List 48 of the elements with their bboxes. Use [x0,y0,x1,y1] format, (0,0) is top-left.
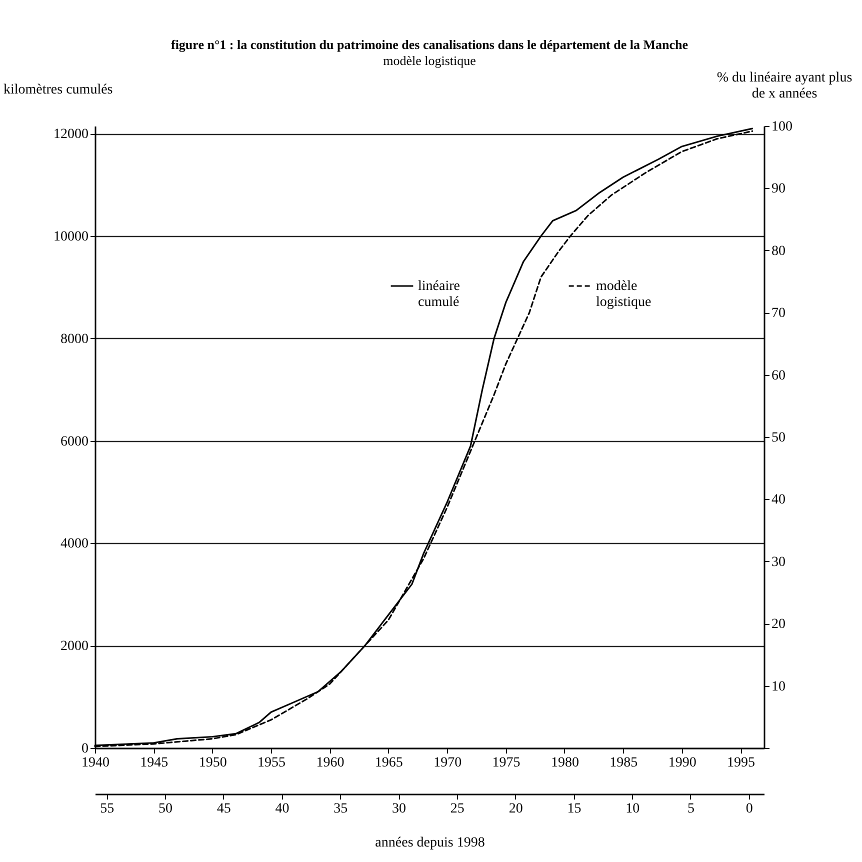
x2-tick-label: 30 [392,802,406,816]
y2-tick-label: 80 [772,244,786,259]
x-tick-label: 1985 [610,756,638,770]
y-tick-label: 8000 [60,332,88,347]
x-tick-label: 1950 [198,756,227,770]
x2-axis-title: années depuis 1998 [375,836,485,850]
x2-tick-label: 10 [626,802,640,816]
x-tick-label: 1945 [140,756,168,770]
y2-tick-label: 90 [772,182,786,197]
y-tick-label: 12000 [54,127,88,142]
x-tick-label: 1980 [550,756,579,770]
y2-tick-label: 50 [772,430,786,446]
x2-tick-label: 45 [216,802,231,816]
legend-label: modèle logistique [596,279,652,310]
y2-tick-label: 100 [772,120,792,134]
y-tick-label: 4000 [60,536,88,552]
x2-tick-label: 35 [334,802,348,816]
x2-tick-label: 55 [100,802,114,816]
legend-label: linéaire cumulé [418,279,460,310]
chart-title: figure n°1 : la constitution du patrimoine des canalisations dans le département de la Manche [170,37,688,52]
y2-tick-label: 60 [772,368,786,384]
x-tick-label: 1940 [82,756,110,770]
x-tick-label: 1955 [258,756,286,770]
y-tick-label: 10000 [54,230,88,245]
y2-tick-label: 30 [772,554,786,570]
y2-tick-label: 40 [772,492,786,508]
x-tick-label: 1965 [374,756,403,770]
y2-tick-label: 20 [772,617,786,632]
x-tick-label: 1995 [727,756,756,770]
y2-tick-label: 10 [772,679,786,694]
y-tick-label: 0 [82,742,88,756]
x-tick-label: 1970 [434,756,462,770]
y2-tick-label: 70 [772,306,786,322]
y-axis-title: kilomètres cumulés [4,82,113,98]
y-tick-label: 6000 [60,434,88,450]
x2-tick-label: 0 [746,802,753,816]
x2-tick-label: 5 [687,802,694,816]
x-tick-label: 1975 [492,756,520,770]
x2-tick-label: 15 [567,802,582,816]
x2-tick-label: 20 [508,802,523,816]
x2-tick-label: 25 [450,802,464,816]
y-tick-label: 2000 [60,639,88,654]
x-tick-label: 1990 [668,756,696,770]
x2-tick-label: 40 [275,802,290,816]
chart-subtitle: modèle logistique [383,53,476,68]
y2-axis-title: % du linéaire ayant plus de x années [716,70,852,102]
x-tick-label: 1960 [316,756,344,770]
x2-tick-label: 50 [158,802,173,816]
